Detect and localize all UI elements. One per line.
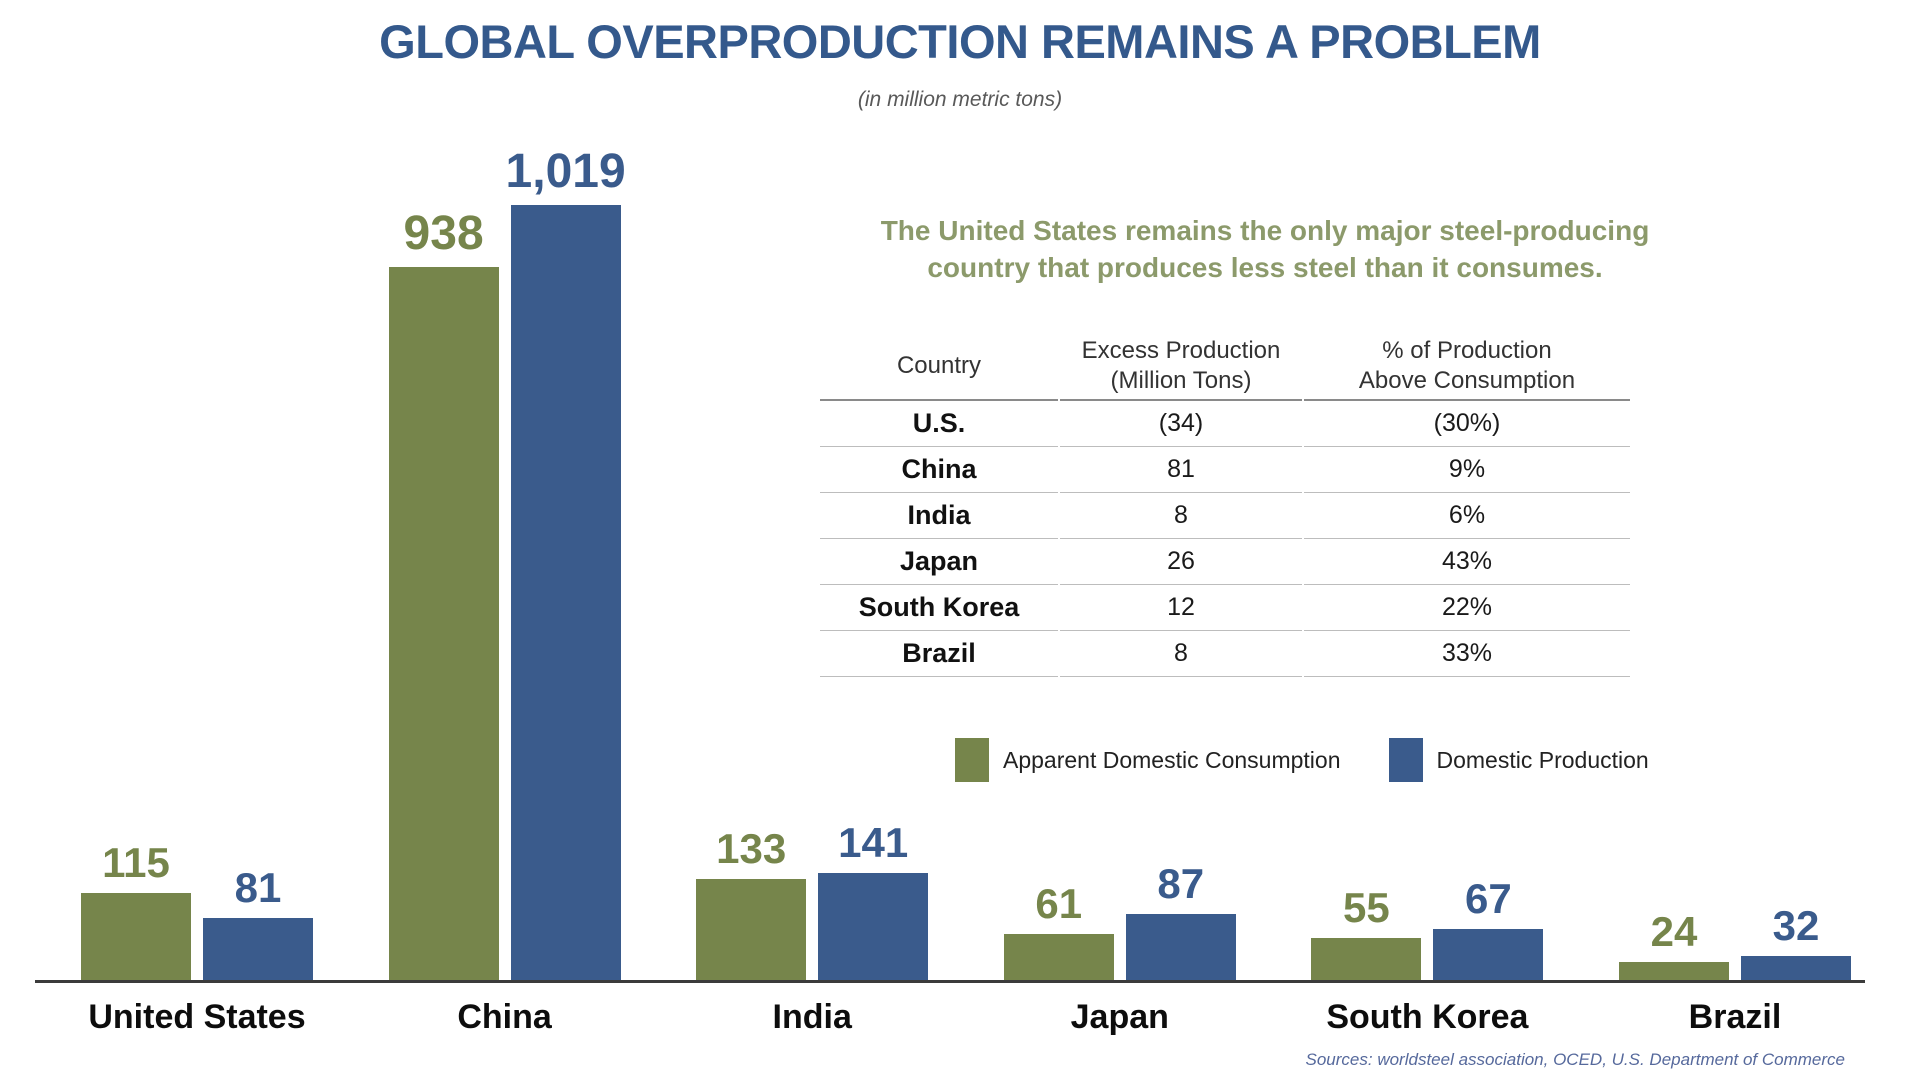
- chart-legend: Apparent Domestic Consumption Domestic P…: [955, 738, 1649, 782]
- x-axis-label: Brazil: [1688, 998, 1782, 1036]
- bar-value-production: 81: [234, 864, 282, 911]
- bar-production: [1433, 929, 1544, 980]
- table-cell-excess: 81: [1060, 447, 1302, 493]
- table-cell-pct: 22%: [1304, 585, 1630, 631]
- x-axis-label: South Korea: [1326, 998, 1529, 1036]
- consumption-swatch-icon: [955, 738, 989, 782]
- bar-consumption: [1618, 962, 1729, 980]
- x-axis-label: Japan: [1070, 998, 1169, 1036]
- bar-value-consumption: 133: [716, 825, 787, 872]
- bar-value-production: 87: [1157, 860, 1205, 907]
- table-cell-country: India: [820, 493, 1058, 539]
- bar-production: [510, 205, 621, 980]
- table-cell-excess: 12: [1060, 585, 1302, 631]
- bar-group-india: 133 141: [696, 819, 929, 980]
- table-header-excess: Excess Production (Million Tons): [1060, 333, 1302, 401]
- bar-production: [203, 918, 313, 980]
- legend-label: Apparent Domestic Consumption: [1003, 746, 1341, 773]
- bar-consumption: [1003, 934, 1114, 980]
- legend-item-consumption: Apparent Domestic Consumption: [955, 738, 1341, 782]
- table-cell-country: Brazil: [820, 631, 1058, 677]
- table-cell-country: U.S.: [820, 401, 1058, 447]
- bar-group-south-korea: 55 67: [1311, 875, 1544, 980]
- bar-value-production: 67: [1465, 875, 1512, 922]
- bar-consumption: [388, 267, 499, 980]
- excess-production-table: Country Excess Production (Million Tons)…: [820, 333, 1630, 677]
- x-axis-label: China: [457, 998, 552, 1036]
- bar-value-consumption: 55: [1343, 884, 1390, 931]
- bar-value-consumption: 24: [1650, 908, 1698, 955]
- table-cell-pct: 43%: [1304, 539, 1630, 585]
- bar-consumption: [81, 893, 191, 980]
- bar-group-united-states: 115 81: [81, 839, 313, 980]
- bar-consumption: [1311, 938, 1422, 980]
- bar-value-production: 141: [838, 819, 909, 866]
- callout-line-1: The United States remains the only major…: [880, 215, 1650, 246]
- x-axis-label: United States: [88, 998, 306, 1036]
- source-attribution: Sources: worldsteel association, OCED, U…: [1305, 1050, 1845, 1069]
- x-axis-labels: United States China India Japan South Ko…: [35, 998, 1865, 1037]
- x-axis-label: India: [772, 998, 852, 1036]
- callout-text: The United States remains the only major…: [840, 212, 1690, 286]
- chart-subtitle: (in million metric tons): [857, 88, 1063, 111]
- table-cell-country: South Korea: [820, 585, 1058, 631]
- table-cell-pct: 6%: [1304, 493, 1630, 539]
- bar-production: [818, 873, 929, 980]
- bar-value-consumption: 115: [102, 839, 170, 886]
- production-swatch-icon: [1388, 738, 1423, 782]
- table-cell-pct: (30%): [1304, 401, 1630, 447]
- legend-item-production: Domestic Production: [1388, 738, 1649, 782]
- table-cell-pct: 33%: [1304, 631, 1630, 677]
- page-title: GLOBAL OVERPRODUCTION REMAINS A PROBLEM: [379, 15, 1541, 68]
- table-cell-pct: 9%: [1304, 447, 1630, 493]
- bar-chart: 115 81 938 1,019 133 141 61: [35, 0, 1865, 983]
- table-header-country: Country: [820, 333, 1058, 401]
- bar-consumption: [696, 879, 807, 980]
- legend-label: Domestic Production: [1436, 746, 1649, 773]
- table-header-pct: % of Production Above Consumption: [1304, 333, 1630, 401]
- table-cell-country: Japan: [820, 539, 1058, 585]
- table-cell-excess: (34): [1060, 401, 1302, 447]
- table-cell-country: China: [820, 447, 1058, 493]
- bar-group-japan: 61 87: [1003, 860, 1236, 980]
- bar-value-production: 32: [1772, 902, 1820, 949]
- bar-production: [1125, 914, 1236, 980]
- table-cell-excess: 8: [1060, 493, 1302, 539]
- bar-production: [1740, 956, 1851, 980]
- bar-value-production: 1,019: [505, 145, 626, 198]
- table-cell-excess: 8: [1060, 631, 1302, 677]
- bar-group-china: 938 1,019: [388, 144, 626, 980]
- table-cell-excess: 26: [1060, 539, 1302, 585]
- bar-value-consumption: 938: [403, 207, 484, 260]
- bar-value-consumption: 61: [1035, 880, 1083, 927]
- callout-line-2: country that produces less steel than it…: [927, 252, 1603, 283]
- bar-group-brazil: 24 32: [1618, 902, 1851, 980]
